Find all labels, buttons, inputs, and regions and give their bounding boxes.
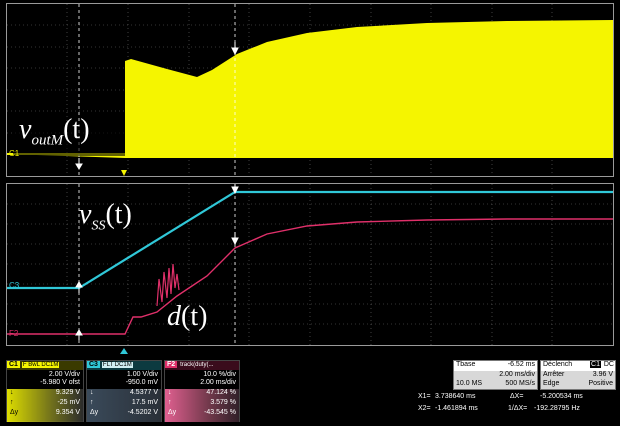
c3-flags: FLT DC1M — [101, 362, 133, 368]
waveform-pane-top[interactable]: C1 voutM(t) — [6, 3, 614, 177]
cursor-x2-label: X2= — [418, 405, 431, 412]
c1-row-0-value: 9.329 V — [55, 389, 80, 396]
trigger-coupling: DC — [603, 361, 614, 368]
c1-row-2-key: Δy — [10, 409, 19, 416]
readout-panel: C1 F BwL DC1M 2.00 V/div -5.980 V ofst ↓… — [0, 357, 620, 426]
f2-noise-burst — [156, 263, 180, 307]
c3-offset: -950.0 mV — [125, 379, 158, 386]
trigger-channel: C1 — [590, 361, 601, 368]
vss-subscript: SS — [91, 218, 106, 234]
cursor-x1-label: X1= — [418, 393, 431, 400]
trigger-level: 3.96 V — [592, 371, 613, 378]
c3-descriptor[interactable]: C3 FLT DC1M 1.00 V/div -950.0 mV ↓ 4.537… — [86, 360, 162, 422]
cursor-dx-value: -5.200534 ms — [540, 393, 583, 400]
c1-trace — [7, 20, 613, 158]
c1-offset: -5.980 V ofst — [40, 379, 80, 386]
c1-row-1-value: -25 mV — [57, 399, 80, 406]
f2-row-1-key: ↑ — [168, 399, 172, 406]
vout-symbol: v — [19, 114, 32, 145]
c1-tag: C1 — [7, 361, 20, 368]
f2-trace — [7, 218, 613, 335]
trigger-slope: Positive — [588, 380, 613, 387]
cursor-down-arrow-f2 — [231, 232, 239, 246]
grid-bottom — [7, 184, 613, 345]
duty-symbol: d — [167, 301, 181, 332]
c3-row-2-key: Δy — [90, 409, 99, 416]
vout-argument: (t) — [63, 114, 90, 145]
c1-row-2-value: 9.354 V — [55, 409, 80, 416]
timebase-rate: 500 MS/s — [505, 380, 535, 387]
duty-argument: (t) — [181, 301, 208, 332]
f2-ground-marker: F2 — [9, 329, 19, 338]
c1-row-1-key: ↑ — [10, 399, 14, 406]
c3-row-1-value: 17.5 mV — [131, 399, 158, 406]
trigger-descriptor[interactable]: Déclench C1 DC Arrêter 3.96 V Edge Posit… — [540, 360, 616, 390]
timebase-delay: -6.52 ms — [507, 361, 535, 368]
cursor-x1-value: 3.738640 ms — [435, 393, 476, 400]
cursor-down-arrow — [231, 42, 239, 56]
trigger-position-marker — [121, 170, 127, 176]
f2-vdiv: 10.0 %/div — [203, 371, 236, 378]
c1-row-0-key: ↓ — [10, 389, 14, 396]
cursor-inv-label: 1/ΔX= — [508, 405, 528, 412]
timebase-tdiv: 2.00 ms/div — [499, 371, 535, 378]
cursor-x2-value: -1.461894 ms — [435, 405, 478, 412]
c3-vdiv: 1.00 V/div — [126, 371, 158, 378]
f2-row-0-key: ↓ — [168, 389, 172, 396]
duty-label: d(t) — [167, 301, 207, 333]
waveform-pane-bottom[interactable]: C3 F2 vSS(t) d(t) — [6, 182, 614, 346]
f2-row-0-value: 47.124 % — [206, 389, 236, 396]
c3-trace — [7, 190, 613, 290]
c3-row-0-value: 4.5377 V — [129, 389, 158, 396]
c3-ground-marker: C3 — [9, 281, 20, 290]
cursor-readout: X1= 3.738640 ms ΔX= -5.200534 ms X2= -1.… — [418, 393, 616, 421]
f2-row-1-value: 3.579 % — [210, 399, 236, 406]
c1-ground-marker: C1 — [9, 149, 20, 158]
vout-label: voutM(t) — [19, 114, 90, 150]
f2-row-2-value: -43.545 % — [204, 409, 236, 416]
horizontal-trigger-marker — [120, 348, 128, 354]
vss-argument: (t) — [105, 199, 132, 230]
vss-label: vSS(t) — [79, 199, 132, 235]
c1-descriptor[interactable]: C1 F BwL DC1M 2.00 V/div -5.980 V ofst ↓… — [6, 360, 84, 422]
timebase-label: Tbase — [456, 361, 476, 368]
c3-tag: C3 — [87, 361, 100, 368]
timebase-descriptor[interactable]: Tbase -6.52 ms 2.00 ms/div 10.0 MS 500 M… — [453, 360, 538, 390]
vss-symbol: v — [79, 199, 92, 230]
f2-flags: track(duty(... — [180, 362, 214, 368]
c1-flags: F BwL DC1M — [21, 362, 60, 368]
c3-f2-waveform-plot — [7, 182, 613, 345]
trigger-type: Edge — [543, 380, 560, 387]
c3-row-0-key: ↓ — [90, 389, 94, 396]
f2-descriptor[interactable]: F2 track(duty(... 10.0 %/div 2.00 ms/div… — [164, 360, 240, 422]
cursor-inv-value: -192.28795 Hz — [534, 405, 580, 412]
cursor-dx-label: ΔX= — [510, 393, 524, 400]
trigger-level-marker — [607, 105, 613, 111]
timebase-samples: 10.0 MS — [456, 380, 483, 387]
trigger-mode: Arrêter — [543, 371, 565, 378]
c1-vdiv: 2.00 V/div — [48, 371, 80, 378]
vout-subscript: outM — [31, 132, 64, 149]
cursor-up-arrow-c3 — [75, 281, 83, 293]
c1-waveform-plot — [7, 4, 613, 176]
c3-row-1-key: ↑ — [90, 399, 94, 406]
c3-row-2-value: -4.5202 V — [127, 409, 158, 416]
trigger-label: Déclench — [543, 361, 573, 368]
cursor-up-arrow-f2 — [75, 329, 83, 340]
f2-offset: 2.00 ms/div — [200, 379, 236, 386]
f2-tag: F2 — [165, 361, 178, 368]
f2-row-2-key: Δy — [168, 409, 177, 416]
cursor-up-arrow — [75, 158, 83, 170]
